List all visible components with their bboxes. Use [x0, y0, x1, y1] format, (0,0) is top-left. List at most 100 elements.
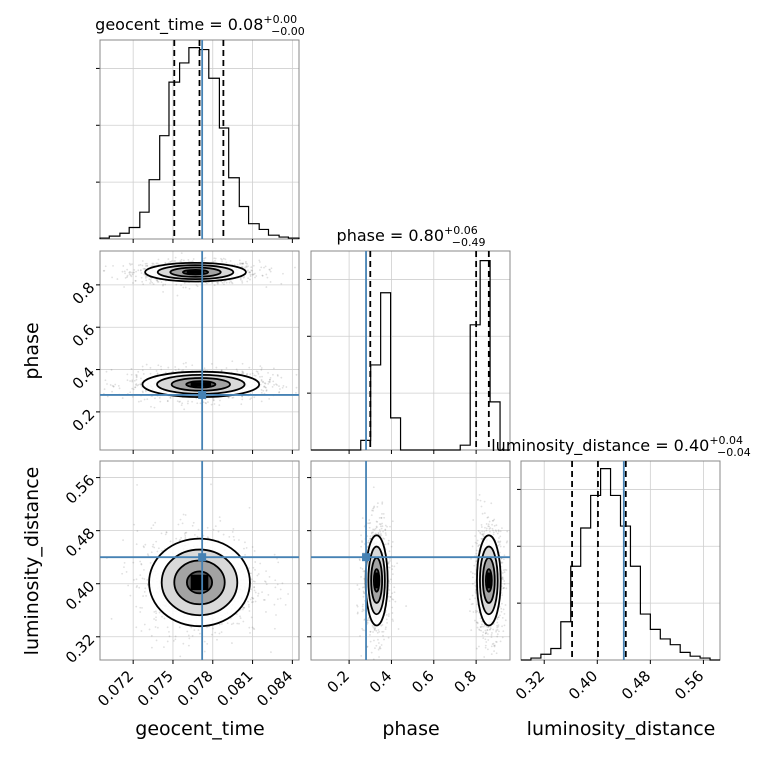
sample-point: [391, 592, 394, 595]
sample-point: [236, 622, 239, 625]
sample-point: [130, 275, 133, 278]
sample-point: [92, 524, 94, 526]
sample-point: [480, 537, 483, 540]
panel-frame: [99, 39, 300, 240]
sample-point: [378, 656, 380, 658]
sample-point: [381, 502, 384, 505]
sample-point: [143, 568, 145, 571]
sample-point: [123, 561, 126, 564]
sample-point: [273, 553, 276, 556]
sample-point: [172, 370, 174, 373]
sample-point: [224, 258, 227, 261]
sample-point: [485, 631, 488, 634]
sample-point: [372, 531, 374, 534]
sample-point: [250, 266, 253, 269]
sample-point: [492, 531, 495, 534]
sample-point: [121, 397, 124, 399]
sample-point: [475, 549, 478, 552]
sample-point: [213, 284, 216, 287]
sample-point: [238, 539, 240, 541]
sample-point: [246, 280, 249, 283]
sample-point: [490, 634, 493, 636]
sample-point: [273, 627, 276, 630]
sample-point: [137, 370, 140, 373]
sample-point: [276, 557, 278, 560]
sample-point: [376, 520, 379, 523]
x-tick-label: 0.56: [671, 667, 707, 703]
sample-point: [501, 561, 504, 564]
sample-point: [184, 537, 187, 539]
sample-point: [485, 527, 488, 530]
sample-point: [259, 383, 262, 386]
sample-point: [262, 380, 265, 383]
sample-point: [180, 536, 183, 539]
sample-point: [133, 271, 136, 274]
sample-point: [498, 537, 500, 539]
sample-point: [148, 628, 151, 631]
sample-point: [475, 647, 478, 650]
sample-point: [501, 572, 504, 574]
sample-point: [361, 586, 364, 589]
sample-point: [103, 269, 106, 272]
sample-point: [246, 372, 249, 375]
sample-point: [245, 262, 247, 265]
sample-point: [258, 259, 261, 262]
sample-point: [247, 269, 249, 272]
sample-point: [126, 373, 129, 376]
sample-point: [474, 609, 477, 612]
sample-point: [387, 543, 390, 546]
sample-point: [164, 261, 167, 264]
sample-point: [389, 557, 391, 560]
sample-point: [135, 383, 138, 385]
sample-point: [502, 587, 505, 589]
sample-point: [247, 603, 250, 606]
x-tick-label: 0.084: [253, 667, 296, 710]
contour-line: [185, 380, 217, 389]
sample-point: [255, 275, 258, 277]
sample-point: [129, 263, 132, 266]
sample-point: [251, 601, 253, 604]
sample-point: [139, 383, 142, 386]
sample-point: [242, 608, 244, 611]
sample-point: [387, 561, 390, 563]
sample-point: [501, 625, 503, 628]
sample-point: [140, 563, 143, 566]
sample-point: [370, 532, 373, 535]
sample-point: [302, 392, 304, 394]
sample-point: [218, 623, 221, 626]
sample-point: [274, 579, 277, 582]
sample-point: [362, 570, 365, 573]
sample-point: [129, 594, 132, 597]
sample-point: [152, 543, 155, 546]
sample-point: [150, 280, 152, 283]
sample-point: [239, 615, 241, 618]
contour-line: [156, 264, 235, 281]
sample-point: [385, 618, 388, 621]
sample-point: [122, 265, 125, 267]
sample-point: [143, 398, 146, 401]
sample-point: [261, 591, 263, 594]
panel-frame: [99, 460, 300, 661]
sample-point: [117, 384, 120, 387]
sample-point: [471, 602, 474, 605]
sample-point: [474, 597, 476, 600]
sample-point: [155, 639, 158, 642]
sample-point: [182, 513, 185, 516]
sample-point: [501, 616, 504, 619]
sample-point: [178, 401, 181, 403]
xlabel-geocent-time: geocent_time: [135, 718, 264, 740]
sample-point: [203, 259, 205, 262]
sample-point: [250, 397, 253, 400]
sample-point: [156, 262, 159, 265]
sample-point: [471, 572, 474, 575]
sample-point: [162, 284, 164, 287]
sample-point: [245, 547, 248, 549]
sample-point: [382, 537, 384, 540]
sample-point: [248, 271, 251, 274]
sample-point: [191, 364, 194, 367]
sample-point: [497, 544, 500, 547]
sample-point: [149, 366, 152, 369]
sample-point: [252, 627, 255, 630]
sample-point: [231, 360, 234, 363]
